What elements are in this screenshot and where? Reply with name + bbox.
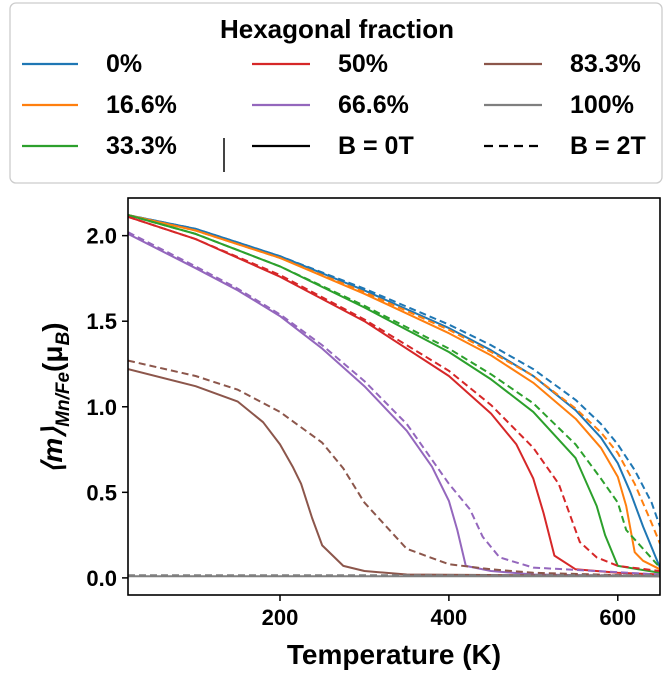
series-line-0-dashed bbox=[128, 214, 660, 527]
series-line-33-3-solid bbox=[128, 214, 660, 574]
series-line-50-solid bbox=[128, 215, 660, 576]
y-label-unit-subscript: B bbox=[53, 331, 74, 345]
legend-label-83-3: 83.3% bbox=[570, 50, 641, 78]
y-label-prefix: ⟨m⟩ bbox=[37, 426, 68, 474]
y-tick-label: 1.5 bbox=[86, 309, 117, 334]
x-axis-label: Temperature (K) bbox=[287, 639, 501, 670]
x-tick-label: 400 bbox=[431, 605, 468, 630]
y-axis: 0.0 0.5 1.0 1.5 2.0 bbox=[86, 224, 128, 591]
series-line-83-3-dashed bbox=[128, 359, 660, 578]
series-line-16-6-solid bbox=[128, 214, 660, 571]
series-layer bbox=[128, 214, 660, 578]
x-tick-label: 600 bbox=[599, 605, 636, 630]
legend-label-50: 50% bbox=[338, 50, 388, 78]
series-line-33-3-dashed bbox=[128, 214, 660, 569]
series-line-16-6-dashed bbox=[128, 214, 660, 545]
legend-label-100: 100% bbox=[570, 91, 634, 119]
legend-title: Hexagonal fraction bbox=[220, 14, 454, 44]
y-label-subscript: Mn/Fe bbox=[53, 372, 74, 427]
y-axis-label: ⟨m⟩Mn/Fe(μB) bbox=[37, 322, 74, 473]
legend-label-66-6: 66.6% bbox=[338, 91, 409, 119]
x-axis: 200 400 600 bbox=[262, 595, 636, 630]
y-label-unit-open: (μ bbox=[37, 345, 68, 371]
legend-label-B-0T: B = 0T bbox=[338, 132, 414, 160]
legend-label-33-3: 33.3% bbox=[106, 132, 177, 160]
y-tick-label: 2.0 bbox=[86, 224, 117, 249]
y-tick-label: 1.0 bbox=[86, 395, 117, 420]
series-line-83-3-solid bbox=[128, 368, 660, 578]
y-label-unit-close: ) bbox=[37, 322, 68, 331]
legend-label-0: 0% bbox=[106, 50, 142, 78]
legend-label-B-2T: B = 2T bbox=[570, 132, 646, 160]
legend: Hexagonal fraction 0% 16.6% 33.3% 50% 66.6% 1… bbox=[9, 2, 663, 184]
y-tick-label: 0.0 bbox=[86, 566, 117, 591]
series-line-66-6-dashed bbox=[128, 231, 660, 576]
legend-entries: 0% 16.6% 33.3% 50% 66.6% 100% B = 0T B = 2T 83.3… bbox=[22, 50, 646, 160]
legend-label-16-6: 16.6% bbox=[106, 91, 177, 119]
y-tick-label: 0.5 bbox=[86, 480, 117, 505]
plot-frame bbox=[127, 197, 661, 596]
legend-frame bbox=[9, 2, 663, 184]
series-line-50-dashed bbox=[128, 215, 660, 572]
series-line-66-6-solid bbox=[128, 233, 660, 578]
x-tick-label: 200 bbox=[262, 605, 299, 630]
